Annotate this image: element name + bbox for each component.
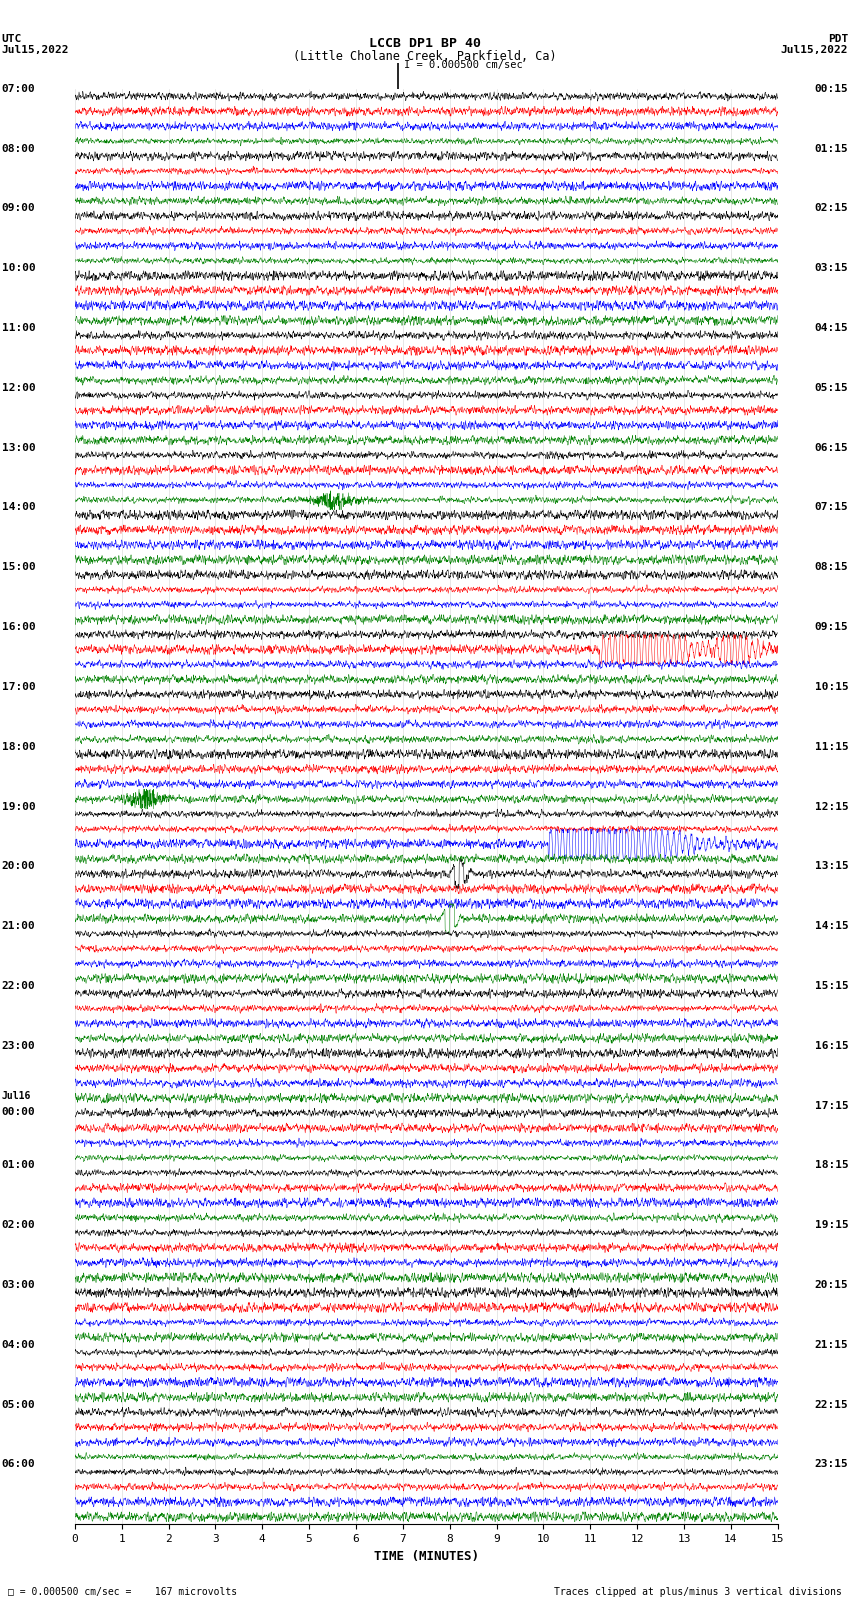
Text: 10:15: 10:15	[814, 682, 848, 692]
Text: 11:00: 11:00	[2, 323, 36, 332]
Text: 18:15: 18:15	[814, 1160, 848, 1171]
Text: 05:15: 05:15	[814, 382, 848, 394]
Text: 20:15: 20:15	[814, 1281, 848, 1290]
Text: 06:15: 06:15	[814, 442, 848, 453]
Text: 16:00: 16:00	[2, 623, 36, 632]
Text: PDT: PDT	[828, 34, 848, 44]
Text: 09:15: 09:15	[814, 623, 848, 632]
Text: 03:00: 03:00	[2, 1281, 36, 1290]
Text: 08:15: 08:15	[814, 563, 848, 573]
Text: 21:00: 21:00	[2, 921, 36, 931]
Text: 22:00: 22:00	[2, 981, 36, 990]
Text: 10:00: 10:00	[2, 263, 36, 273]
Text: 01:15: 01:15	[814, 144, 848, 153]
Text: I = 0.000500 cm/sec: I = 0.000500 cm/sec	[404, 60, 523, 69]
Text: 00:15: 00:15	[814, 84, 848, 94]
Text: 01:00: 01:00	[2, 1160, 36, 1171]
Text: 06:00: 06:00	[2, 1460, 36, 1469]
Text: 00:00: 00:00	[2, 1107, 36, 1118]
Text: 04:15: 04:15	[814, 323, 848, 332]
Text: Jul15,2022: Jul15,2022	[2, 45, 69, 55]
Text: 14:00: 14:00	[2, 502, 36, 513]
Text: 12:00: 12:00	[2, 382, 36, 394]
Text: 22:15: 22:15	[814, 1400, 848, 1410]
Text: 07:00: 07:00	[2, 84, 36, 94]
Text: 02:00: 02:00	[2, 1219, 36, 1231]
Text: 16:15: 16:15	[814, 1040, 848, 1050]
Text: UTC: UTC	[2, 34, 22, 44]
Text: 21:15: 21:15	[814, 1340, 848, 1350]
Text: (Little Cholane Creek, Parkfield, Ca): (Little Cholane Creek, Parkfield, Ca)	[293, 50, 557, 63]
Text: 03:15: 03:15	[814, 263, 848, 273]
Text: 08:00: 08:00	[2, 144, 36, 153]
Text: Traces clipped at plus/minus 3 vertical divisions: Traces clipped at plus/minus 3 vertical …	[553, 1587, 842, 1597]
Text: 19:15: 19:15	[814, 1219, 848, 1231]
Text: 23:00: 23:00	[2, 1040, 36, 1050]
Text: 13:00: 13:00	[2, 442, 36, 453]
Text: LCCB DP1 BP 40: LCCB DP1 BP 40	[369, 37, 481, 50]
Text: 15:00: 15:00	[2, 563, 36, 573]
X-axis label: TIME (MINUTES): TIME (MINUTES)	[374, 1550, 479, 1563]
Text: 05:00: 05:00	[2, 1400, 36, 1410]
Text: 14:15: 14:15	[814, 921, 848, 931]
Text: 15:15: 15:15	[814, 981, 848, 990]
Text: 23:15: 23:15	[814, 1460, 848, 1469]
Text: 04:00: 04:00	[2, 1340, 36, 1350]
Text: □ = 0.000500 cm/sec =    167 microvolts: □ = 0.000500 cm/sec = 167 microvolts	[8, 1587, 238, 1597]
Text: 12:15: 12:15	[814, 802, 848, 811]
Text: 02:15: 02:15	[814, 203, 848, 213]
Text: 20:00: 20:00	[2, 861, 36, 871]
Text: Jul16: Jul16	[2, 1090, 31, 1100]
Text: 17:15: 17:15	[814, 1100, 848, 1111]
Text: 17:00: 17:00	[2, 682, 36, 692]
Text: 19:00: 19:00	[2, 802, 36, 811]
Text: 07:15: 07:15	[814, 502, 848, 513]
Text: 13:15: 13:15	[814, 861, 848, 871]
Text: 11:15: 11:15	[814, 742, 848, 752]
Text: 09:00: 09:00	[2, 203, 36, 213]
Text: 18:00: 18:00	[2, 742, 36, 752]
Text: Jul15,2022: Jul15,2022	[781, 45, 848, 55]
